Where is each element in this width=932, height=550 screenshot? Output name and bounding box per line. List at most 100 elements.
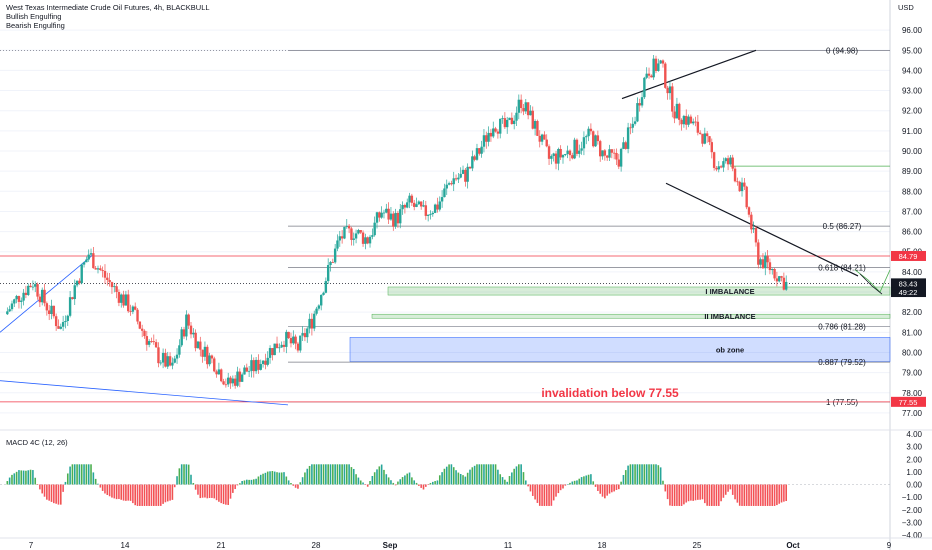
candle-body (433, 204, 437, 213)
macd-bar (594, 484, 597, 487)
candle-body (282, 344, 286, 347)
macd-bar (18, 470, 20, 485)
candle-body (403, 204, 407, 208)
candle-body (120, 294, 123, 303)
candle-body (82, 262, 86, 265)
candle-body (436, 204, 439, 210)
candle-body (271, 348, 274, 356)
macd-bar (662, 480, 664, 485)
macd-bar (352, 468, 355, 485)
candle-body (208, 355, 211, 365)
candle-body (575, 139, 579, 154)
candle-body (571, 155, 574, 159)
candle-body (592, 131, 595, 147)
macd-bar (304, 472, 306, 485)
macd-bar (578, 478, 581, 485)
indicator-bullish-engulfing[interactable]: Bullish Engulfing (6, 12, 62, 21)
macd-bar (197, 484, 199, 495)
macd-bar (585, 475, 588, 485)
candle-body (64, 320, 67, 323)
candle-body (50, 305, 53, 314)
indicator-bearish-engulfing[interactable]: Bearish Engulfing (6, 21, 65, 30)
candle-body (52, 305, 56, 317)
candle-body (61, 322, 65, 327)
macd-bar (218, 484, 220, 502)
candle-body (561, 155, 565, 158)
chart-legend: West Texas Intermediate Crude Oil Future… (6, 3, 210, 30)
macd-bar (90, 464, 92, 485)
candle-body (419, 201, 423, 207)
macd-bar (650, 464, 653, 485)
candle-body (273, 343, 276, 356)
macd-bar (420, 484, 422, 488)
macd-bar (259, 474, 262, 485)
fib-level-label: 1 (77.55) (826, 398, 858, 407)
macd-bar (348, 464, 350, 485)
candle-body (722, 161, 725, 168)
macd-bar (150, 484, 153, 506)
macd-bar (134, 484, 136, 506)
y-tick-label: 78.00 (902, 389, 923, 398)
candle-body (329, 262, 332, 266)
candle-body (540, 134, 544, 142)
macd-bar (464, 476, 467, 485)
x-tick-label: 25 (693, 541, 702, 550)
candle-body (259, 364, 262, 370)
macd-bar (587, 474, 590, 485)
candle-body (375, 212, 379, 223)
macd-bar (745, 484, 748, 506)
candle-body (719, 166, 723, 168)
candle-body (636, 103, 639, 122)
macd-bar (531, 484, 534, 496)
macd-bar (669, 484, 671, 506)
candle-body (601, 150, 604, 157)
candle-body (289, 338, 293, 344)
macd-bar (359, 480, 362, 485)
macd-bar (580, 477, 583, 485)
candle-body (673, 111, 676, 119)
candle-body (224, 384, 228, 386)
macd-bar (257, 476, 260, 485)
macd-bar (387, 477, 390, 485)
candle-body (766, 255, 769, 263)
candle-body (494, 128, 497, 132)
candle-body (782, 277, 786, 290)
macd-bar (227, 484, 229, 505)
candle-body (213, 358, 216, 372)
macd-bar (566, 484, 569, 485)
macd-bar (720, 484, 722, 502)
macd-bar (285, 476, 288, 485)
candle-body (529, 110, 532, 116)
macd-bar (183, 464, 185, 485)
macd-bar (613, 484, 615, 492)
candle-body (320, 294, 323, 306)
candle-body (685, 115, 688, 125)
macd-bar (11, 474, 13, 485)
macd-bar (406, 473, 409, 485)
macd-bar (771, 484, 774, 506)
macd-bar (159, 484, 162, 506)
macd-bar (490, 464, 492, 485)
macd-bar (364, 484, 367, 485)
macd-bar (53, 484, 55, 504)
candle-body (589, 128, 593, 132)
macd-bar (773, 484, 776, 506)
macd-bar (573, 480, 576, 485)
macd-bar (250, 479, 253, 485)
candle-body (731, 157, 734, 169)
candle-body (712, 152, 716, 168)
candle-body (340, 236, 344, 239)
zone-imbalance (371, 313, 891, 319)
macd-bar (636, 464, 639, 485)
candle-body (227, 377, 230, 385)
candle-body (401, 204, 404, 210)
candle-body (587, 128, 590, 137)
candle-body (308, 318, 311, 329)
macd-bar (478, 464, 481, 485)
macd-bar (306, 468, 309, 485)
macd-bar (404, 475, 406, 485)
candle-body (257, 359, 260, 370)
macd-bar (529, 484, 532, 492)
macd-bar (729, 484, 732, 490)
